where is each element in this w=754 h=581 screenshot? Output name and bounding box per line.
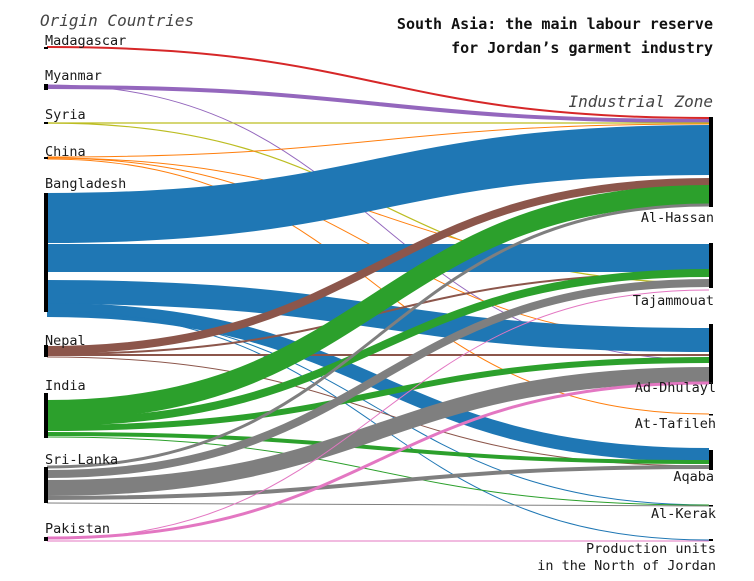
zone-label-at-tafileh: At-Tafileh xyxy=(635,416,716,432)
flow-links xyxy=(46,46,710,542)
flow-sri-lanka-to-ad-dhulayl xyxy=(46,367,710,496)
origin-node-bar-syria xyxy=(44,122,48,124)
zone-node-bar-3 xyxy=(709,324,713,384)
flow-china-to-at-tafileh xyxy=(46,158,710,415)
origin-node-bar-sri-lanka xyxy=(44,467,48,503)
zone-label-tajammouat: Tajammouat xyxy=(633,293,714,309)
flow-sri-lanka-to-al-hassan xyxy=(46,203,710,469)
zone-node-bar-6 xyxy=(709,505,713,507)
origin-node-bar-china xyxy=(44,157,48,159)
zone-label-aqaba: Aqaba xyxy=(673,469,714,485)
origin-label-pakistan: Pakistan xyxy=(45,521,110,537)
flow-india-to-tajammouat xyxy=(46,269,710,426)
flow-sri-lanka-to-aqaba xyxy=(46,465,710,500)
zone-node-bar-4 xyxy=(709,414,713,416)
chart-title-line-2: for Jordan’s garment industry xyxy=(451,39,713,57)
flow-india-to-aqaba xyxy=(46,432,710,464)
chart-title-line-1: South Asia: the main labour reserve xyxy=(397,15,713,33)
flow-bangladesh-to-al-hassan xyxy=(46,125,710,243)
origin-node-bar-bangladesh xyxy=(44,193,48,312)
origin-node-bar-nepal xyxy=(44,345,48,357)
origin-label-nepal: Nepal xyxy=(45,333,86,349)
zone-label-al-kerak: Al-Kerak xyxy=(651,506,716,522)
origin-node-bar-madagascar xyxy=(44,47,48,49)
flow-sri-lanka-to-tajammouat xyxy=(46,279,710,478)
flow-india-to-ad-dhulayl xyxy=(46,357,710,431)
origin-node-bar-pakistan xyxy=(44,537,48,541)
zone-label-al-hassan: Al-Hassan xyxy=(641,210,714,226)
zone-node-bar-7 xyxy=(709,539,713,541)
origin-label-india: India xyxy=(45,378,86,394)
zone-node-bars xyxy=(709,117,713,541)
origin-node-bar-myanmar xyxy=(44,84,48,90)
origin-countries-header: Origin Countries xyxy=(40,11,194,30)
flow-bangladesh-to-ad-dhulayl xyxy=(46,280,710,352)
flow-nepal-to-al-hassan xyxy=(46,178,710,354)
zone-label-ad-dhulayl: Ad-Dhulayl xyxy=(635,380,716,396)
origin-label-bangladesh: Bangladesh xyxy=(45,176,126,192)
zone-node-bar-5 xyxy=(709,450,713,470)
flow-china-to-al-hassan xyxy=(46,123,710,158)
flow-pakistan-to-tajammouat xyxy=(46,289,710,540)
flow-madagascar-to-al-hassan xyxy=(46,46,710,119)
industrial-zone-header: Industrial Zone xyxy=(569,92,714,111)
zone-node-bar-1 xyxy=(709,117,713,207)
origin-node-bar-india xyxy=(44,393,48,438)
origin-label-syria: Syria xyxy=(45,107,86,123)
flow-sri-lanka-to-al-kerak xyxy=(46,502,710,507)
origin-label-madagascar: Madagascar xyxy=(45,33,126,49)
origin-label-myanmar: Myanmar xyxy=(45,68,102,84)
flow-india-to-al-kerak xyxy=(46,436,710,506)
flow-pakistan-to-ad-dhulayl xyxy=(46,381,710,540)
flow-myanmar-to-al-hassan xyxy=(46,85,710,123)
origin-label-sri-lanka: Sri-Lanka xyxy=(45,452,118,468)
zone-node-bar-2 xyxy=(709,243,713,288)
zone-label-north-jordan: Production units in the North of Jordan xyxy=(537,541,716,574)
origin-node-bars xyxy=(44,47,48,541)
flow-india-to-al-hassan xyxy=(46,185,710,420)
origin-label-china: China xyxy=(45,144,86,160)
flow-bangladesh-to-al-kerak xyxy=(46,311,710,506)
